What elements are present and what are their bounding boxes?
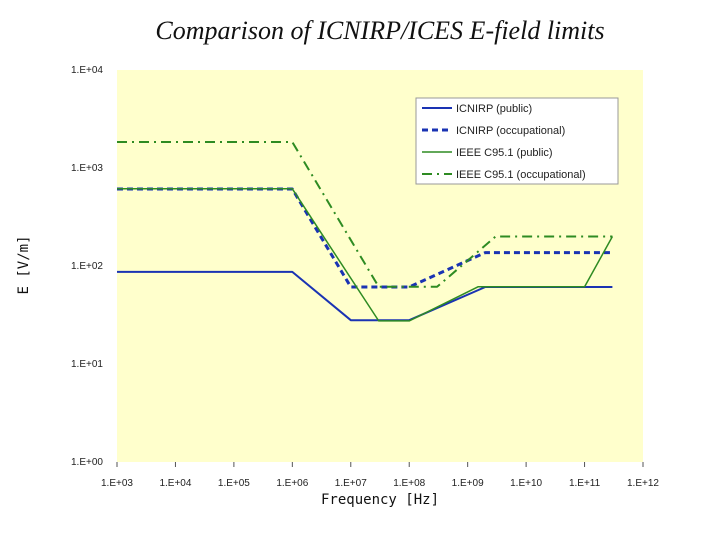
- y-tick-label: 1.E+01: [71, 359, 103, 370]
- x-tick-label: 1.E+08: [393, 478, 425, 489]
- legend-label: IEEE C95.1 (public): [456, 147, 553, 159]
- legend-box: [415, 97, 619, 185]
- x-tick-label: 1.E+04: [159, 478, 191, 489]
- x-tick-label: 1.E+10: [510, 478, 542, 489]
- x-tick-label: 1.E+06: [276, 478, 308, 489]
- x-tick-label: 1.E+11: [569, 478, 601, 489]
- x-tick-label: 1.E+09: [452, 478, 484, 489]
- series-line-3: [117, 188, 614, 322]
- x-tick-label: 1.E+12: [627, 478, 659, 489]
- legend-label: ICNIRP (occupational): [456, 125, 565, 137]
- y-tick-label: 1.E+04: [71, 65, 103, 76]
- x-tick-label: 1.E+03: [101, 478, 133, 489]
- y-tick-label: 1.E+02: [71, 261, 103, 272]
- x-tick-label: 1.E+05: [218, 478, 250, 489]
- y-tick-label: 1.E+00: [71, 457, 103, 468]
- x-axis-label: Frequency [Hz]: [320, 492, 440, 508]
- x-tick-label: 1.E+07: [335, 478, 367, 489]
- legend-label: ICNIRP (public): [456, 103, 532, 115]
- legend-label: IEEE C95.1 (occupational): [456, 169, 586, 181]
- y-tick-label: 1.E+03: [71, 163, 103, 174]
- chart-title: Comparison of ICNIRP/ICES E-field limits: [155, 16, 605, 45]
- series-line-2: [117, 187, 613, 289]
